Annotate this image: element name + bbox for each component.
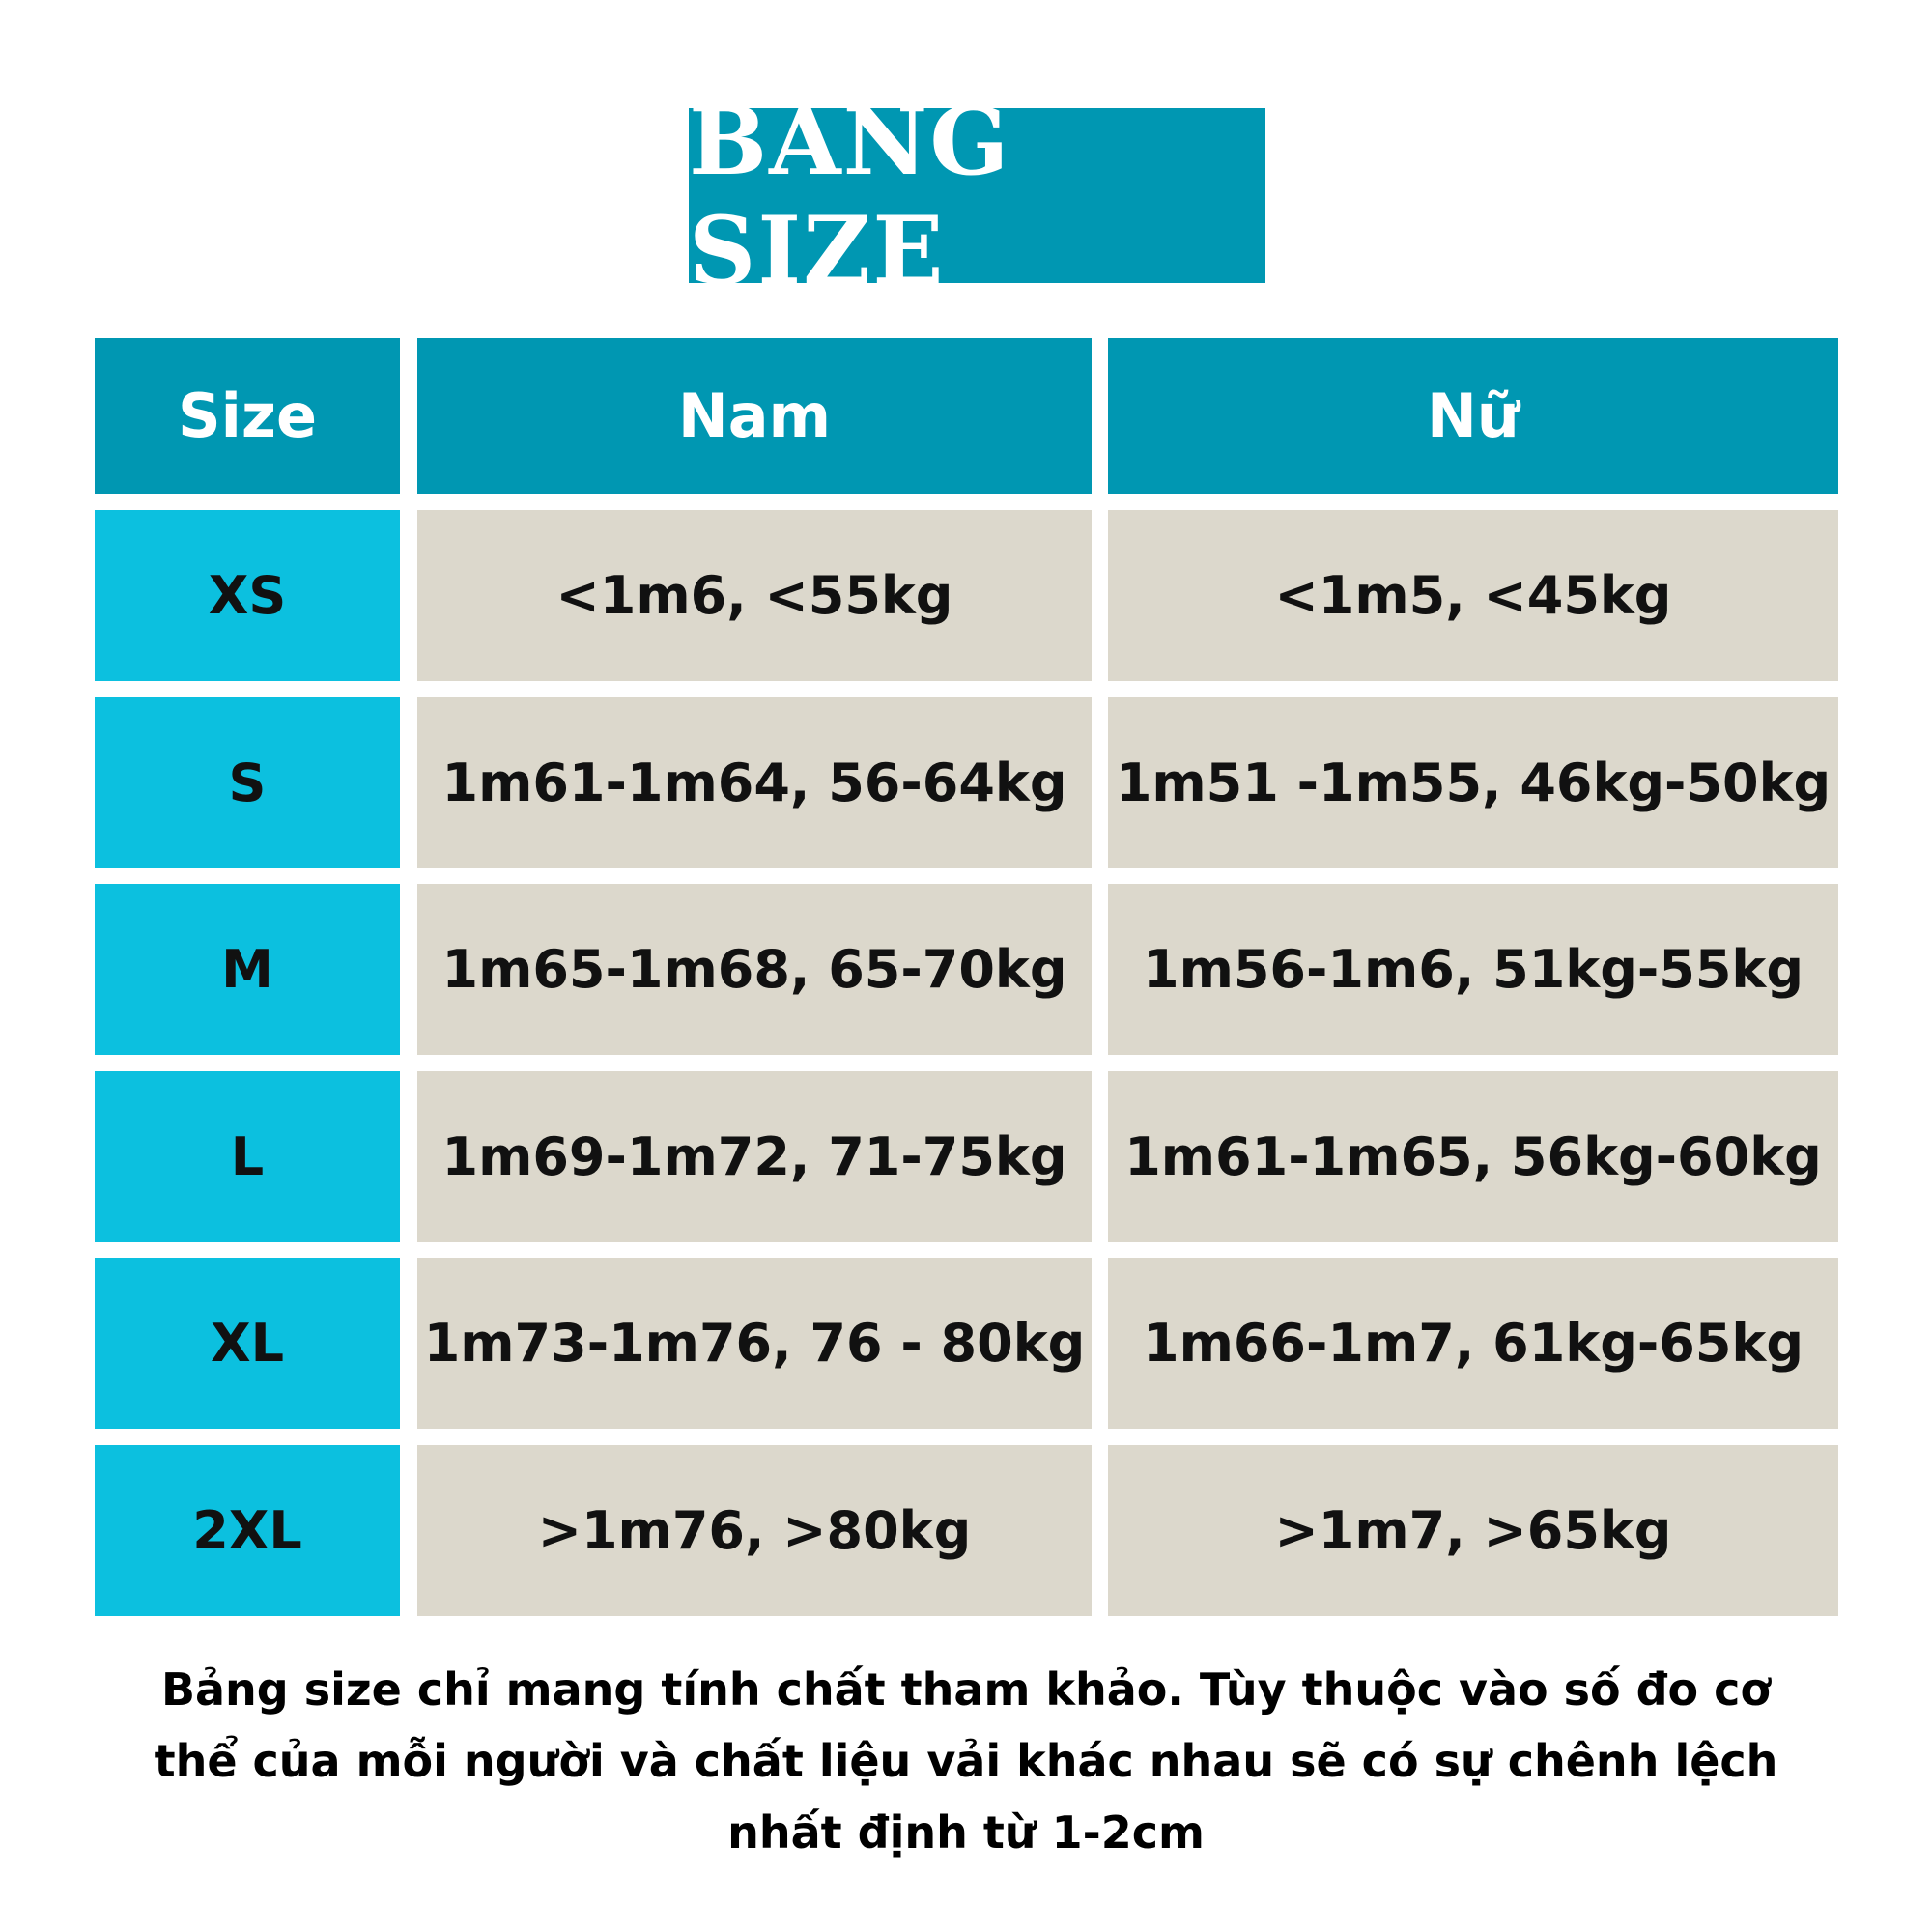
row-nu: <1m5, <45kg [1108,510,1838,681]
row-nu: 1m66-1m7, 61kg-65kg [1108,1258,1838,1429]
header-size: Size [95,338,400,494]
header-nam: Nam [417,338,1092,494]
row-nam: 1m61-1m64, 56-64kg [417,696,1092,868]
row-size: XL [95,1258,400,1429]
row-nam: >1m76, >80kg [417,1444,1092,1616]
title-banner: BẢNG SIZE [689,87,1265,305]
footer-line: nhất định từ 1-2cm [727,1806,1205,1859]
row-nu: 1m61-1m65, 56kg-60kg [1108,1070,1838,1242]
row-nam: <1m6, <55kg [417,510,1092,681]
footer-line: Bảng size chỉ mang tính chất tham khảo. … [160,1663,1772,1716]
row-size: XS [95,510,400,681]
row-nam: 1m69-1m72, 71-75kg [417,1070,1092,1242]
row-nu: 1m56-1m6, 51kg-55kg [1108,884,1838,1055]
row-nu: >1m7, >65kg [1108,1444,1838,1616]
row-nam: 1m73-1m76, 76 - 80kg [417,1258,1092,1429]
row-nu: 1m51 -1m55, 46kg-50kg [1108,696,1838,868]
row-size: M [95,884,400,1055]
row-nam: 1m65-1m68, 65-70kg [417,884,1092,1055]
footer-line: thể của mỗi người và chất liệu vải khác … [154,1735,1778,1787]
footer-note: Bảng size chỉ mang tính chất tham khảo. … [97,1654,1835,1868]
row-size: 2XL [95,1444,400,1616]
row-size: L [95,1070,400,1242]
header-nu: Nữ [1108,338,1838,494]
row-size: S [95,696,400,868]
page-title: BẢNG SIZE [689,86,1011,305]
